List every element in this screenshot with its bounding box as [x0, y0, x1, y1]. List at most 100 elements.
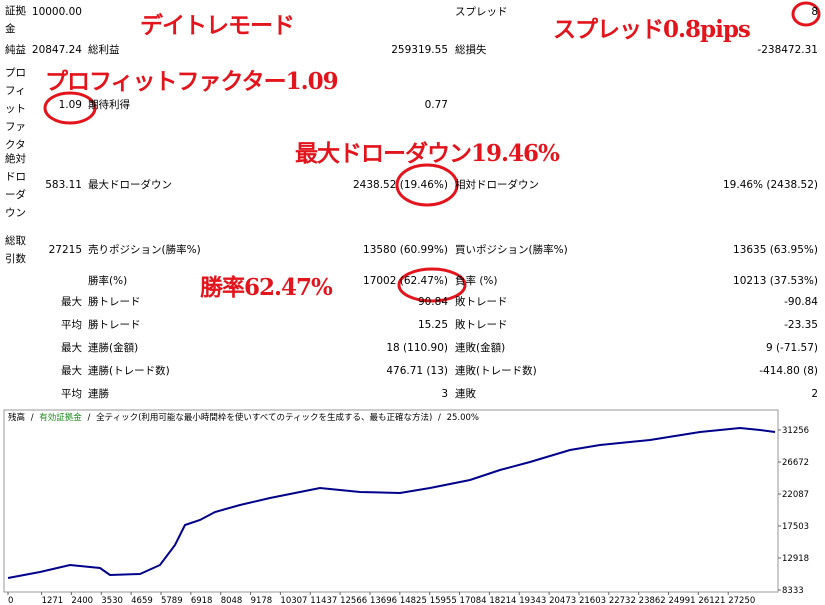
- row-value: 最大: [61, 296, 82, 308]
- x-tick-label: 0: [8, 596, 13, 605]
- row-label: 証拠金: [5, 5, 26, 35]
- y-tick-label: 31256: [782, 426, 809, 436]
- item-label: 勝トレード: [88, 319, 141, 331]
- x-tick-label: 3530: [101, 596, 123, 605]
- legend-balance: 残高: [8, 412, 25, 423]
- item-value: 17002 (62.47%): [363, 275, 448, 287]
- item-label: 買いポジション(勝率%): [455, 244, 568, 256]
- row-value: 平均: [61, 388, 82, 400]
- item-value: 13580 (60.99%): [363, 244, 448, 256]
- x-tick-label: 23862: [639, 596, 666, 605]
- item-value: 0.77: [424, 99, 448, 111]
- x-tick-label: 24991: [669, 596, 696, 605]
- x-tick-label: 4659: [131, 596, 153, 605]
- row-value: 27215: [48, 244, 82, 256]
- annotation: 勝率62.47%: [200, 274, 333, 301]
- item-value: 15.25: [417, 319, 448, 331]
- x-tick-label: 27250: [728, 596, 755, 605]
- item-value: 13635 (63.95%): [733, 244, 818, 256]
- separator: /: [31, 413, 34, 423]
- item-value: -414.80 (8): [759, 365, 818, 377]
- x-tick-label: 26121: [698, 596, 725, 605]
- item-label: 総利益: [88, 44, 120, 56]
- x-tick-label: 19343: [519, 596, 546, 605]
- y-tick-label: 8333: [782, 586, 804, 596]
- x-tick-label: 10307: [280, 596, 307, 605]
- balance-line: [7, 426, 776, 579]
- row-value: 583.11: [45, 179, 82, 191]
- x-tick-label: 1271: [42, 596, 64, 605]
- x-tick-label: 12566: [340, 596, 367, 605]
- x-tick-label: 5789: [161, 596, 183, 605]
- item-value: 3: [441, 388, 448, 400]
- x-tick-label: 13696: [370, 596, 397, 605]
- row-label: プロフィットファクタ: [5, 67, 26, 151]
- x-tick-label: 2400: [71, 596, 93, 605]
- item-label: 勝率(%): [88, 275, 128, 287]
- x-tick-label: 20473: [549, 596, 576, 605]
- x-tick-label: 11437: [310, 596, 337, 605]
- item-label: 連敗: [455, 388, 476, 400]
- y-tick-label: 12918: [782, 554, 809, 564]
- y-tick-label: 22087: [782, 490, 809, 500]
- y-tick-label: 26672: [782, 458, 809, 468]
- x-tick-label: 8048: [221, 596, 243, 605]
- item-value: 90.84: [417, 296, 448, 308]
- row-label: 絶対ドローダウン: [5, 153, 26, 219]
- circle: [395, 163, 459, 207]
- item-value: 18 (110.90): [386, 342, 448, 354]
- y-tick-label: 17503: [782, 522, 809, 532]
- item-value: 476.71 (13): [386, 365, 448, 377]
- separator: /: [88, 413, 91, 423]
- circle: [397, 267, 467, 303]
- item-value: -90.84: [784, 296, 818, 308]
- item-value: 8: [811, 6, 818, 18]
- item-label: 総損失: [455, 44, 487, 56]
- annotation: 最大ドローダウン19.46%: [295, 140, 560, 167]
- x-tick-label: 22732: [609, 596, 636, 605]
- percent: 25.00%: [447, 413, 479, 423]
- annotation: スプレッド0.8pips: [553, 16, 751, 43]
- x-tick-label: 15955: [430, 596, 457, 605]
- annotation: プロフィットファクター1.09: [45, 68, 339, 95]
- item-value: 9 (-71.57): [765, 342, 818, 354]
- row-value: 20847.24: [31, 44, 82, 56]
- item-value: 19.46% (2438.52): [723, 179, 818, 191]
- item-label: 最大ドローダウン: [88, 179, 172, 191]
- test-mode: 全ティック(利用可能な最小時間枠を使いすべてのティックを生成する、最も正確な方法…: [96, 412, 432, 423]
- x-tick-label: 21603: [579, 596, 606, 605]
- item-label: 連勝: [88, 388, 109, 400]
- item-label: 敗トレード: [455, 319, 508, 331]
- separator: /: [438, 413, 441, 423]
- item-label: 相対ドローダウン: [455, 179, 539, 191]
- chart-header: 残高 / 有効証拠金 / 全ティック(利用可能な最小時間枠を使いすべてのティック…: [8, 412, 479, 423]
- item-label: 連勝(トレード数): [88, 365, 170, 377]
- x-tick-label: 18214: [489, 596, 516, 605]
- row-value: 1.09: [58, 99, 82, 111]
- annotation-marks: [43, 1, 821, 303]
- item-label: 負率 (%): [455, 275, 498, 287]
- item-value: -23.35: [784, 319, 818, 331]
- item-value: 259319.55: [391, 44, 448, 56]
- item-label: 連勝(金額): [88, 342, 139, 354]
- row-value: 最大: [61, 365, 82, 377]
- circle: [43, 91, 97, 125]
- circle: [791, 1, 821, 27]
- row-value: 平均: [61, 319, 82, 331]
- item-label: 売りポジション(勝率%): [88, 244, 201, 256]
- row-value: 最大: [61, 342, 82, 354]
- x-tick-label: 14825: [400, 596, 427, 605]
- item-label: 連敗(トレード数): [455, 365, 537, 377]
- x-tick-label: 9178: [251, 596, 273, 605]
- row-label: 総取引数: [5, 235, 26, 265]
- item-label: スプレッド: [455, 6, 508, 18]
- item-value: 10213 (37.53%): [733, 275, 818, 287]
- item-label: 期待利得: [88, 99, 130, 111]
- item-value: 2438.52 (19.46%): [353, 179, 448, 191]
- item-label: 連敗(金額): [455, 342, 506, 354]
- item-label: 勝トレード: [88, 296, 141, 308]
- item-label: 敗トレード: [455, 296, 508, 308]
- legend-equity: 有効証拠金: [39, 412, 82, 423]
